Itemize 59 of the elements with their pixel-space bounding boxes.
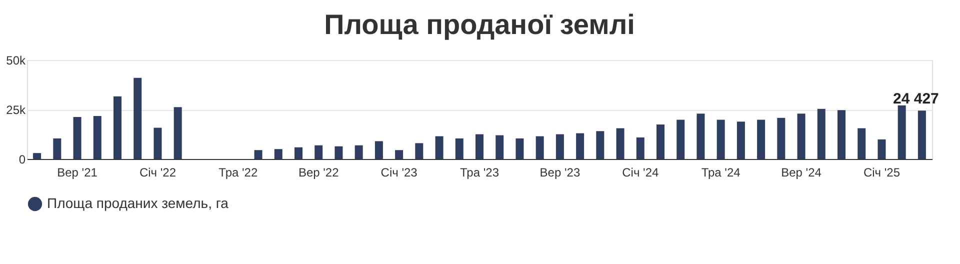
x-tick-label: Тра '22: [218, 166, 258, 180]
y-tick-label: 50k: [6, 54, 26, 68]
bar: [858, 128, 866, 159]
bar: [93, 116, 102, 159]
bar: [496, 135, 504, 159]
bar: [736, 122, 745, 159]
x-tick-label: Вер '23: [540, 166, 580, 180]
bar: [455, 138, 464, 159]
x-tick-label: Січ '25: [863, 166, 900, 180]
bar: [797, 114, 806, 159]
data-label: 24 427: [893, 90, 939, 108]
bar: [696, 114, 705, 159]
bar: [636, 137, 644, 159]
bar: [134, 78, 142, 159]
bar: [918, 110, 926, 159]
y-tick-label: 0: [18, 152, 26, 166]
bar: [656, 124, 664, 159]
bar: [556, 134, 564, 159]
x-tick-label: Січ '23: [380, 166, 418, 180]
bar: [294, 147, 302, 159]
bar: [616, 128, 624, 159]
bar: [33, 153, 42, 159]
bar: [878, 139, 886, 159]
bar: [395, 150, 404, 159]
bar: [374, 141, 383, 159]
bar: [53, 138, 62, 159]
bar: [73, 117, 82, 159]
bar: [817, 108, 826, 159]
bar: [777, 118, 786, 159]
bar: [415, 143, 424, 159]
x-tick-label: Січ '22: [139, 166, 176, 180]
bar: [154, 128, 162, 159]
bar: [898, 105, 906, 159]
x-tick-label: Вер '21: [57, 166, 98, 180]
bar: [254, 150, 262, 159]
bar: [716, 120, 725, 159]
bar: [354, 145, 363, 159]
bar: [174, 107, 182, 159]
bar: [596, 131, 604, 159]
x-tick-label: Тра '24: [701, 166, 741, 180]
x-tick-label: Вер '22: [298, 166, 340, 180]
bar: [435, 136, 444, 159]
x-tick-label: Вер '24: [781, 166, 822, 180]
x-tick-label: Січ '24: [622, 166, 659, 180]
bar: [334, 146, 343, 159]
bar: [576, 133, 584, 159]
bar: [114, 96, 122, 159]
bar: [676, 120, 685, 159]
chart-title: Площа проданої землі: [324, 9, 635, 40]
bar: [314, 145, 323, 159]
bar: [516, 138, 524, 159]
bar: [536, 136, 544, 159]
bar: [476, 134, 484, 159]
bar: [274, 149, 282, 159]
x-tick-label: Тра '23: [460, 166, 500, 180]
bar: [757, 120, 766, 159]
legend-label: Площа проданих земель, га: [47, 195, 229, 211]
bar: [838, 110, 846, 159]
y-tick-label: 25k: [6, 103, 26, 117]
